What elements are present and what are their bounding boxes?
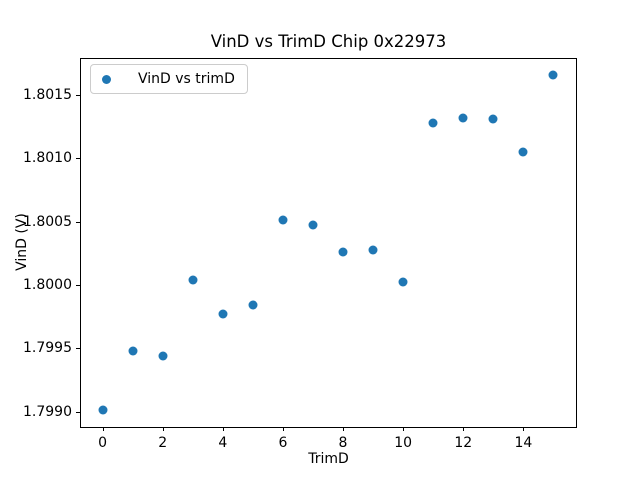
x-tick-label: 0 (98, 435, 107, 451)
y-tick-mark (76, 158, 80, 160)
data-point (278, 215, 288, 225)
x-tick-label: 12 (454, 435, 473, 451)
y-tick-label: 1.8000 (23, 276, 72, 293)
y-tick-label: 1.7990 (23, 403, 72, 420)
data-point (218, 309, 228, 319)
data-point (158, 351, 168, 361)
chart-title: VinD vs TrimD Chip 0x22973 (210, 32, 447, 51)
x-tick-label: 6 (278, 435, 288, 451)
x-tick-label: 10 (394, 435, 413, 451)
x-tick-mark (222, 427, 224, 431)
x-tick-label: 4 (218, 435, 228, 451)
legend-label: VinD vs trimD (138, 71, 235, 87)
y-tick-label: 1.7995 (23, 340, 72, 357)
data-point (248, 300, 258, 310)
y-axis-label: VinD (V) (14, 213, 30, 271)
y-tick-mark (76, 348, 80, 350)
data-point (428, 118, 438, 128)
data-point (398, 277, 408, 287)
x-tick-mark (102, 427, 104, 431)
data-point (548, 70, 558, 80)
x-tick-mark (463, 427, 465, 431)
x-tick-mark (343, 427, 345, 431)
x-tick-label: 8 (338, 435, 348, 451)
y-tick-label: 1.8010 (23, 150, 72, 167)
data-point (458, 113, 468, 123)
x-tick-mark (403, 427, 405, 431)
x-tick-label: 2 (158, 435, 168, 451)
x-tick-mark (162, 427, 164, 431)
data-point (488, 114, 498, 124)
legend: VinD vs trimD (90, 64, 248, 94)
y-tick-mark (76, 95, 80, 97)
y-tick-label: 1.8005 (23, 213, 72, 230)
data-point (128, 346, 138, 356)
x-tick-label: 14 (514, 435, 533, 451)
data-point (188, 275, 198, 285)
y-tick-mark (76, 411, 80, 413)
y-tick-mark (76, 284, 80, 286)
data-point (308, 220, 318, 230)
x-tick-mark (282, 427, 284, 431)
x-axis-label: TrimD (308, 451, 349, 467)
x-tick-mark (523, 427, 525, 431)
data-point (518, 147, 528, 157)
y-tick-label: 1.8015 (23, 87, 72, 104)
data-point (338, 247, 348, 257)
y-tick-mark (76, 221, 80, 223)
legend-marker-icon (102, 74, 111, 84)
data-point (98, 405, 108, 415)
data-point (368, 245, 378, 255)
